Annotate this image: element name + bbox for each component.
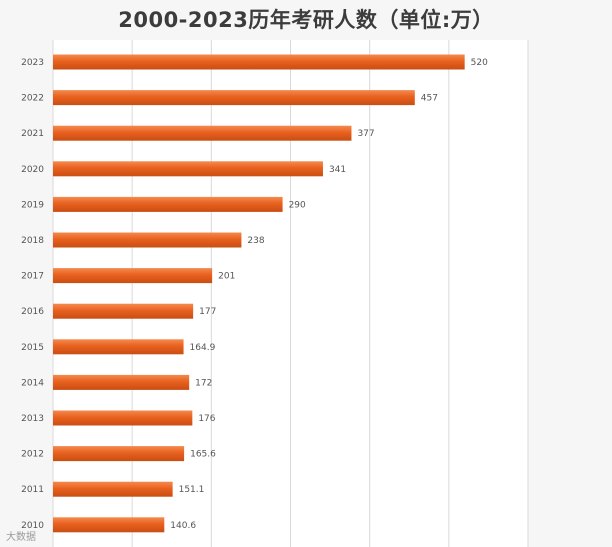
data-label: 238 (247, 236, 264, 246)
bar-2012 (53, 446, 185, 462)
data-label: 457 (421, 94, 438, 104)
y-tick-label: 2017 (21, 272, 44, 282)
watermark-text: 大数据 (6, 532, 36, 543)
bar-2014 (53, 374, 190, 390)
y-tick-label: 2019 (21, 200, 44, 210)
bar-2015 (53, 339, 184, 355)
data-label: 151.1 (179, 485, 205, 495)
y-tick-label: 2011 (21, 485, 44, 495)
y-tick-label: 2016 (21, 307, 44, 317)
bar-2016 (53, 303, 194, 319)
y-tick-label: 2018 (21, 236, 44, 246)
bar-2018 (53, 232, 242, 248)
bar-2010 (53, 517, 165, 533)
data-label: 164.9 (190, 343, 216, 353)
bar-2022 (53, 90, 415, 106)
data-label: 176 (198, 414, 215, 424)
chart-title: 2000-2023历年考研人数（单位:万） (118, 8, 494, 32)
y-tick-label: 2020 (21, 165, 44, 175)
data-label: 165.6 (190, 450, 216, 460)
data-label: 520 (471, 58, 488, 68)
y-tick-label: 2022 (21, 94, 44, 104)
bar-2013 (53, 410, 193, 426)
data-label: 140.6 (170, 521, 196, 531)
bar-2011 (53, 481, 173, 497)
y-tick-label: 2015 (21, 343, 44, 353)
data-label: 377 (357, 129, 374, 139)
bar-2021 (53, 125, 352, 141)
y-tick-label: 2012 (21, 450, 44, 460)
y-tick-label: 2023 (21, 58, 44, 68)
y-tick-label: 2021 (21, 129, 44, 139)
y-tick-label: 2010 (21, 521, 44, 531)
bar-2017 (53, 268, 213, 284)
y-tick-label: 2014 (21, 378, 44, 388)
bar-2019 (53, 196, 283, 212)
data-label: 290 (289, 200, 306, 210)
data-label: 341 (329, 165, 346, 175)
bar-2023 (53, 54, 465, 70)
y-tick-label: 2013 (21, 414, 44, 424)
data-label: 177 (199, 307, 216, 317)
bar-2020 (53, 161, 323, 177)
data-label: 172 (195, 378, 212, 388)
data-label: 201 (218, 272, 235, 282)
